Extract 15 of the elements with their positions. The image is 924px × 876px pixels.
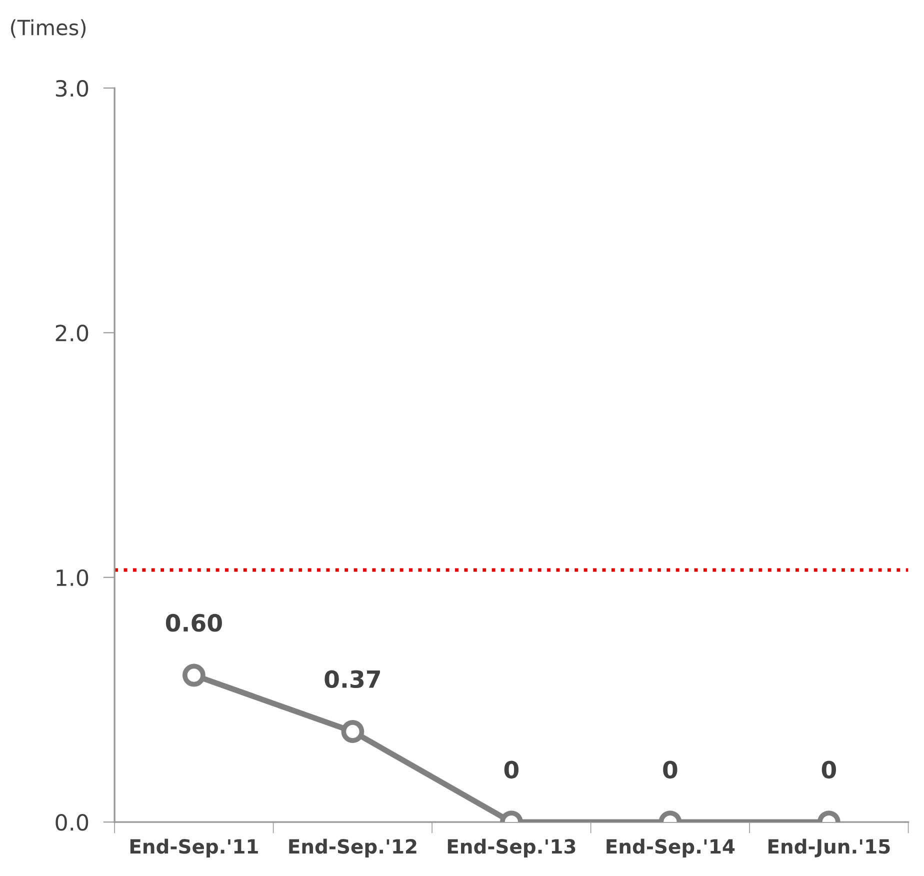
x-tick-label: End-Sep.'14 xyxy=(606,838,735,858)
y-tick-label: 3.0 xyxy=(56,80,88,97)
x-tick-label: End-Sep.'11 xyxy=(130,838,258,858)
x-tick-label: End-Jun.'15 xyxy=(768,838,890,858)
x-tick-label: End-Sep.'13 xyxy=(448,838,576,858)
y-axis-title: (Times) xyxy=(11,19,86,38)
x-tick-label: End-Sep.'12 xyxy=(289,838,416,858)
data-label: 0 xyxy=(663,760,678,779)
data-label: 0.37 xyxy=(324,670,380,688)
data-label: 0.60 xyxy=(166,614,222,632)
y-tick-label: 2.0 xyxy=(56,324,88,342)
y-tick-label: 1.0 xyxy=(56,569,88,586)
data-label: 0 xyxy=(504,760,519,779)
data-label: 0 xyxy=(822,760,836,779)
y-tick-label: 0.0 xyxy=(56,814,88,831)
